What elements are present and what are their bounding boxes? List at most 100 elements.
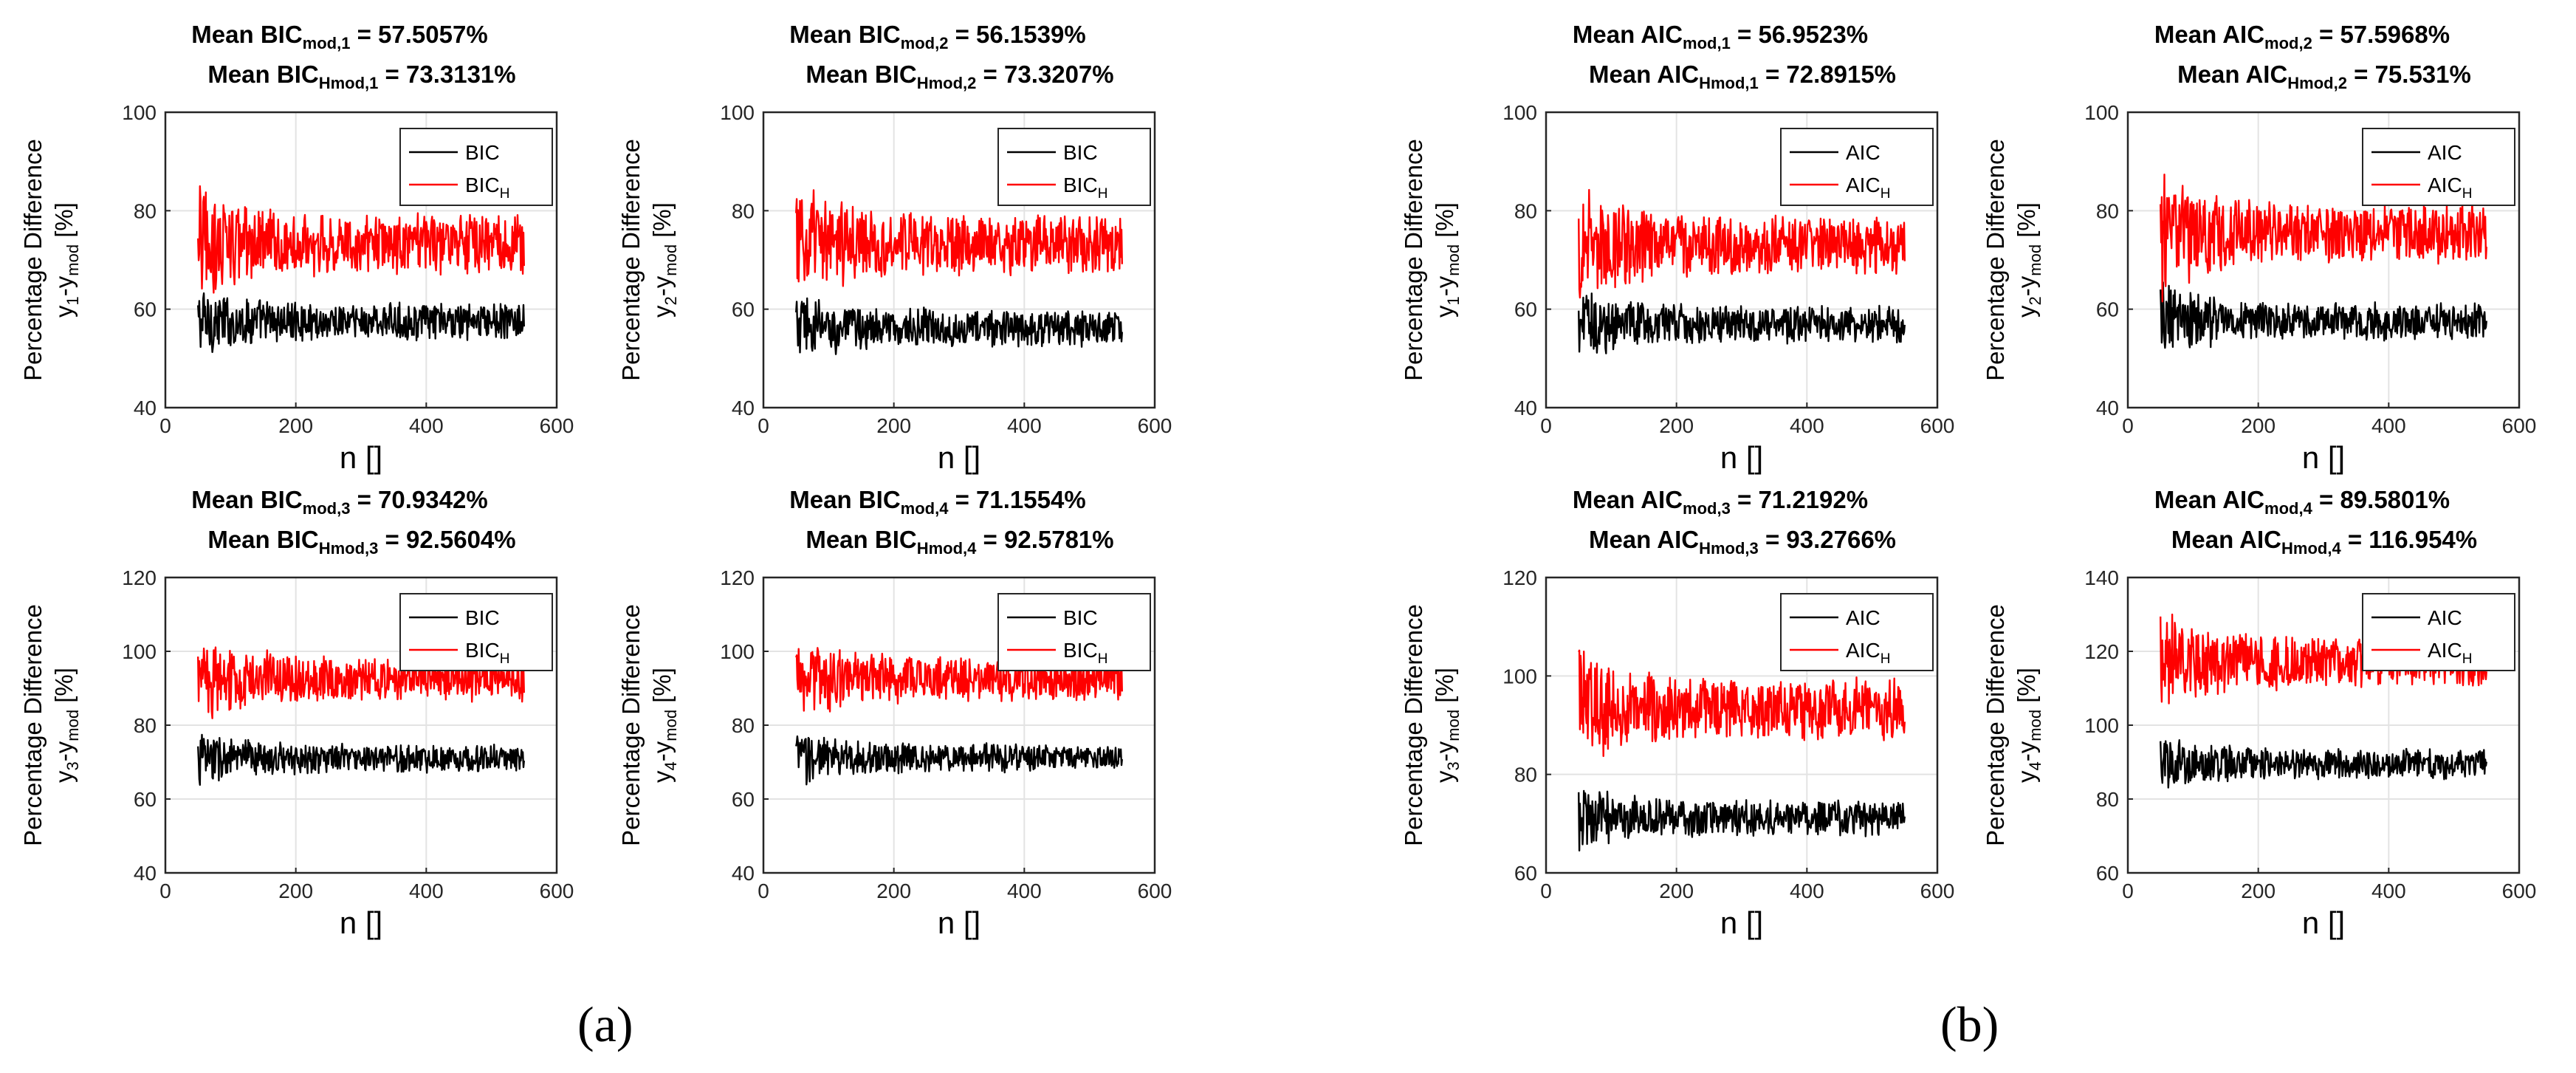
y-tick-label: 80 bbox=[1514, 764, 1537, 786]
x-tick-label: 600 bbox=[2502, 880, 2537, 902]
chart-title-line1: Mean BICmod,3 = 70.9342% bbox=[191, 486, 487, 518]
legend-box bbox=[399, 128, 553, 206]
legend-entry-label: AICH bbox=[2428, 639, 2472, 667]
y-tick-label: 140 bbox=[2084, 566, 2119, 589]
series-line-bic-h bbox=[795, 647, 1123, 713]
series-line-bic-h bbox=[197, 646, 525, 719]
legend-box bbox=[1780, 128, 1934, 206]
chart-aic-mod-3: Mean AICmod,3 = 71.2192% Mean AICHmod,3 =… bbox=[1400, 486, 1954, 940]
chart-aic-mod-1: Mean AICmod,1 = 56.9523% Mean AICHmod,1 =… bbox=[1400, 21, 1955, 475]
x-tick-label: 0 bbox=[2122, 880, 2134, 902]
series-line-aic-h bbox=[1578, 649, 1906, 758]
legend-entry-label: BIC bbox=[465, 606, 500, 629]
y-tick-label: 100 bbox=[1502, 101, 1537, 124]
y-tick-label: 80 bbox=[732, 714, 755, 737]
series-line-aic-h bbox=[2160, 174, 2487, 303]
chart-bic-mod-2: Mean BICmod,2 = 56.1539% Mean BICHmod,2 =… bbox=[617, 21, 1172, 475]
x-tick-label: 600 bbox=[1920, 414, 1955, 437]
x-tick-label: 0 bbox=[1540, 880, 1552, 902]
x-tick-label: 200 bbox=[2241, 880, 2276, 902]
axes-box bbox=[2126, 111, 2521, 409]
x-tick-label: 400 bbox=[409, 880, 444, 902]
legend-entry-label: BICH bbox=[1063, 639, 1107, 667]
series-line-bic bbox=[197, 733, 525, 786]
chart-title-line1: Mean BICmod,4 = 71.1554% bbox=[789, 486, 1085, 518]
legend-box bbox=[997, 128, 1151, 206]
series-line-bic-h bbox=[795, 189, 1123, 287]
x-tick-label: 600 bbox=[540, 880, 574, 902]
x-tick-label: 400 bbox=[1007, 880, 1042, 902]
y-tick-label: 60 bbox=[2096, 862, 2119, 885]
legend-entry-label: AIC bbox=[2428, 141, 2462, 164]
y-axis-label-line2: y3-ymod [%] bbox=[50, 668, 82, 783]
y-axis-label-line2: y2-ymod [%] bbox=[2013, 202, 2044, 318]
y-axis-label-line1: Percentage Difference bbox=[617, 604, 645, 846]
chart-title-line2: Mean BICHmod,2 = 73.3207% bbox=[806, 61, 1113, 92]
chart-title-line2: Mean AICHmod,3 = 93.2766% bbox=[1589, 526, 1896, 558]
y-axis-label-line1: Percentage Difference bbox=[1400, 604, 1427, 846]
axes-box bbox=[1545, 111, 1939, 409]
chart-bic-mod-3: Mean BICmod,3 = 70.9342% Mean BICHmod,3 =… bbox=[19, 486, 574, 940]
y-tick-label: 40 bbox=[732, 862, 755, 885]
legend-entry-label: BICH bbox=[1063, 174, 1107, 202]
chart-aic-mod-2: Mean AICmod,2 = 57.5968% Mean AICHmod,2 =… bbox=[1982, 21, 2536, 475]
y-tick-label: 120 bbox=[2084, 640, 2119, 663]
x-tick-label: 400 bbox=[1790, 880, 1824, 902]
x-axis-label: n [] bbox=[340, 440, 382, 475]
y-axis-label-line1: Percentage Difference bbox=[1982, 139, 2009, 381]
y-tick-label: 40 bbox=[1514, 397, 1537, 419]
chart-title-line1: Mean BICmod,1 = 57.5057% bbox=[191, 21, 487, 52]
y-tick-label: 60 bbox=[732, 788, 755, 811]
series-line-aic bbox=[1578, 789, 1906, 851]
chart-title-line2: Mean AICHmod,1 = 72.8915% bbox=[1589, 61, 1896, 92]
legend-entry-label: AIC bbox=[1846, 141, 1881, 164]
legend-entry-label: BICH bbox=[465, 174, 509, 202]
chart-bic-mod-1: Mean BICmod,1 = 57.5057% Mean BICHmod,1 =… bbox=[19, 21, 574, 475]
y-tick-label: 40 bbox=[2096, 397, 2119, 419]
chart-title-line2: Mean BICHmod,3 = 92.5604% bbox=[207, 526, 515, 558]
y-axis-label-line2: y4-ymod [%] bbox=[648, 668, 680, 783]
y-tick-label: 40 bbox=[134, 862, 157, 885]
series-line-aic bbox=[2160, 281, 2487, 349]
series-line-aic bbox=[1578, 292, 1906, 354]
legend-entry-label: BIC bbox=[465, 141, 500, 164]
x-tick-label: 400 bbox=[409, 414, 444, 437]
chart-title-line1: Mean BICmod,2 = 56.1539% bbox=[789, 21, 1085, 52]
x-tick-label: 200 bbox=[876, 414, 911, 437]
x-tick-label: 0 bbox=[758, 414, 769, 437]
y-tick-label: 60 bbox=[1514, 862, 1537, 885]
series-line-aic bbox=[2160, 739, 2487, 789]
legend-entry-label: AICH bbox=[1846, 174, 1890, 202]
y-axis-label-line2: y4-ymod [%] bbox=[2013, 668, 2044, 783]
y-tick-label: 60 bbox=[134, 788, 157, 811]
series-line-bic bbox=[795, 735, 1123, 786]
x-tick-label: 200 bbox=[2241, 414, 2276, 437]
chart-title-line2: Mean AICHmod,2 = 75.531% bbox=[2177, 61, 2471, 92]
x-tick-label: 600 bbox=[1138, 880, 1172, 902]
y-tick-label: 80 bbox=[732, 199, 755, 222]
legend: AIC AICH bbox=[1780, 128, 1934, 206]
legend: BIC BICH bbox=[997, 128, 1151, 206]
legend-box bbox=[1780, 593, 1934, 671]
legend: BIC BICH bbox=[399, 593, 553, 671]
y-axis-label-line2: y2-ymod [%] bbox=[648, 202, 680, 318]
x-tick-label: 0 bbox=[159, 414, 171, 437]
y-tick-label: 100 bbox=[720, 101, 755, 124]
legend-entry-label: BIC bbox=[1063, 141, 1098, 164]
legend-entry-label: BICH bbox=[465, 639, 509, 667]
x-tick-label: 400 bbox=[1007, 414, 1042, 437]
legend-box bbox=[2362, 128, 2515, 206]
panel-label-b: (b) bbox=[1940, 996, 1999, 1052]
chart-title-line1: Mean AICmod,2 = 57.5968% bbox=[2154, 21, 2450, 52]
legend: BIC BICH bbox=[997, 593, 1151, 671]
y-axis-label-line1: Percentage Difference bbox=[1982, 604, 2009, 846]
chart-title-line2: Mean BICHmod,4 = 92.5781% bbox=[806, 526, 1113, 558]
x-axis-label: n [] bbox=[1720, 440, 1763, 475]
x-tick-label: 200 bbox=[278, 880, 313, 902]
series-line-bic bbox=[197, 292, 525, 353]
axes-box bbox=[1545, 576, 1939, 874]
x-tick-label: 200 bbox=[1659, 414, 1694, 437]
x-tick-label: 400 bbox=[1790, 414, 1824, 437]
panel-label-a: (a) bbox=[577, 996, 633, 1052]
y-tick-label: 100 bbox=[1502, 665, 1537, 688]
